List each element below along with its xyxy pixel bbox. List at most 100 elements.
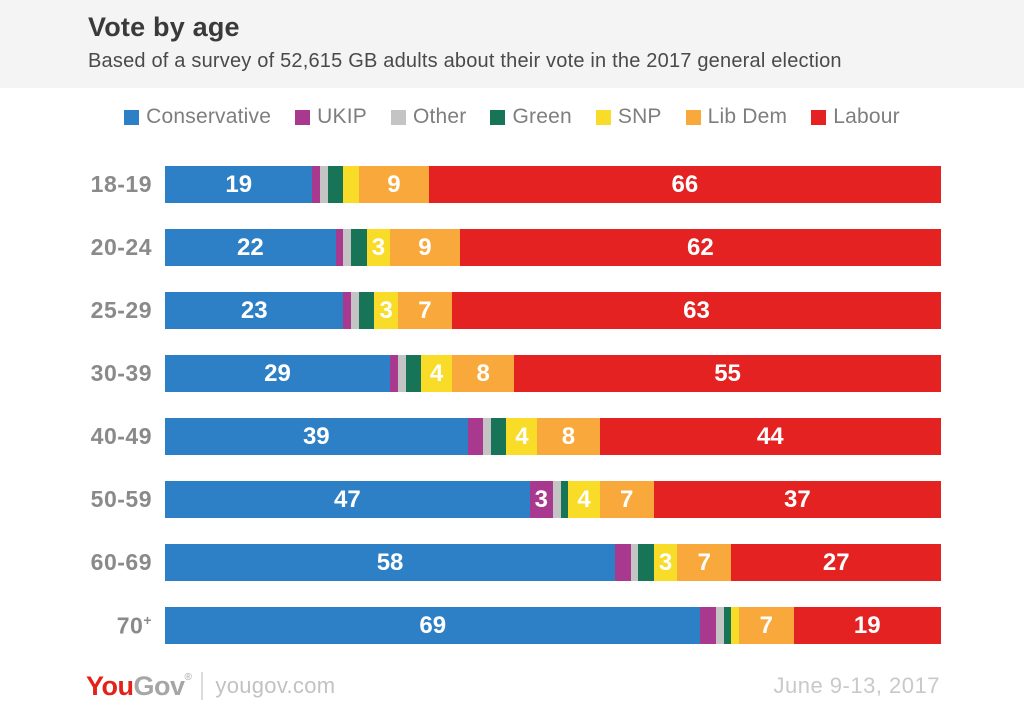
- bar-segment-labour: 37: [653, 481, 941, 518]
- bar-row-18-19: 18-19 19 9 66: [0, 166, 1024, 203]
- bar-segment-conservative: 47: [165, 481, 530, 518]
- bar-segment-lib-dem: 7: [677, 544, 732, 581]
- bar-segment-ukip: 3: [529, 481, 553, 518]
- yougov-logo: YouGov®: [86, 670, 192, 701]
- bar-segment-labour: 27: [731, 544, 941, 581]
- legend-label-ukip: UKIP: [317, 105, 367, 128]
- bar-segment-lib-dem: 7: [397, 292, 453, 329]
- bar-segment-ukip: [343, 292, 352, 329]
- bar-segment-conservative: 39: [165, 418, 468, 455]
- legend-item-snp: SNP: [595, 105, 662, 129]
- bar-segment-other: [483, 418, 491, 455]
- age-group-label: 40-49: [90, 423, 152, 449]
- legend-item-green: Green: [490, 105, 572, 129]
- bar-segment-snp: 3: [366, 229, 390, 266]
- bar-segment-green: [560, 481, 569, 518]
- bar-segment-labour: 62: [459, 229, 941, 266]
- legend-swatch-green: [490, 109, 506, 125]
- chart-title: Vote by age: [88, 12, 240, 42]
- bar-segment-lib-dem: 9: [390, 229, 460, 266]
- bar-segment-labour: 19: [793, 607, 941, 644]
- bar-segment-lib-dem: 8: [537, 418, 600, 455]
- legend-swatch-ukip: [295, 109, 311, 125]
- legend-item-conservative: Conservative: [124, 105, 271, 129]
- legend-label-snp: SNP: [617, 105, 662, 128]
- bar-segment-green: [351, 229, 367, 266]
- yougov-url: yougov.com: [215, 673, 336, 698]
- yougov-brand: YouGov® yougov.com: [86, 672, 335, 700]
- stacked-bar: 19 9 66: [165, 166, 941, 203]
- age-group-label: 30-39: [90, 360, 152, 386]
- legend-swatch-lib-dem: [685, 109, 701, 125]
- legend-item-lib-dem: Lib Dem: [685, 105, 788, 129]
- bar-segment-snp: [731, 607, 740, 644]
- bar-segment-green: [723, 607, 732, 644]
- bar-segment-ukip: [700, 607, 716, 644]
- bar-segment-ukip: [467, 418, 484, 455]
- legend-item-labour: Labour: [811, 105, 900, 129]
- bar-segment-snp: 4: [506, 418, 538, 455]
- bar-segment-green: [490, 418, 507, 455]
- stacked-bar: 23 3 7 63: [165, 292, 941, 329]
- bar-row-40-49: 40-49 39 4 8 44: [0, 418, 1024, 455]
- bar-segment-labour: 63: [452, 292, 941, 329]
- legend-label-green: Green: [512, 105, 572, 128]
- bar-segment-conservative: 29: [165, 355, 391, 392]
- bar-segment-labour: 66: [428, 166, 941, 203]
- bar-segment-snp: 4: [421, 355, 453, 392]
- legend-swatch-conservative: [124, 109, 140, 125]
- legend-label-labour: Labour: [833, 105, 900, 128]
- stacked-bar: 22 3 9 62: [165, 229, 941, 266]
- age-group-label: 25-29: [90, 297, 152, 323]
- bar-segment-other: [351, 292, 359, 329]
- bar-row-30-39: 30-39 29 4 8 55: [0, 355, 1024, 392]
- bar-segment-snp: 3: [653, 544, 678, 581]
- bar-segment-other: [630, 544, 639, 581]
- bar-segment-snp: [343, 166, 359, 203]
- logo-you: You: [86, 670, 134, 701]
- bar-segment-other: [320, 166, 328, 203]
- stacked-bar: 47 3 4 7 37: [165, 481, 941, 518]
- bar-row-60-69: 60-69 58 3 7 27: [0, 544, 1024, 581]
- bar-segment-lib-dem: 7: [739, 607, 794, 644]
- age-group-label: 20-24: [90, 234, 152, 260]
- bar-row-70plus: 70+ 69 7 19: [0, 607, 1024, 644]
- stacked-bar: 69 7 19: [165, 607, 941, 644]
- bar-segment-snp: 3: [374, 292, 398, 329]
- stacked-bar-chart: 18-19 19 9 66 20-24 22 3 9 62 25-29 23 3 7 63 30-39 29 4…: [0, 166, 1024, 644]
- bar-segment-lib-dem: 8: [452, 355, 515, 392]
- chart-subtitle: Based of a survey of 52,615 GB adults ab…: [88, 50, 842, 72]
- bar-segment-ukip: [335, 229, 344, 266]
- bar-segment-conservative: 19: [165, 166, 313, 203]
- bar-segment-conservative: 58: [165, 544, 616, 581]
- header: Vote by age Based of a survey of 52,615 …: [0, 0, 1024, 88]
- bar-segment-other: [552, 481, 561, 518]
- legend-item-ukip: UKIP: [295, 105, 367, 129]
- stacked-bar: 39 4 8 44: [165, 418, 941, 455]
- bar-segment-other: [343, 229, 352, 266]
- bar-segment-green: [358, 292, 375, 329]
- stacked-bar: 58 3 7 27: [165, 544, 941, 581]
- bar-segment-green: [405, 355, 422, 392]
- logo-gov: Gov: [133, 670, 186, 701]
- bar-row-20-24: 20-24 22 3 9 62: [0, 229, 1024, 266]
- bar-segment-green: [327, 166, 344, 203]
- bar-segment-green: [638, 544, 654, 581]
- bar-segment-labour: 55: [514, 355, 941, 392]
- legend-swatch-labour: [811, 109, 827, 125]
- age-group-label: 60-69: [90, 549, 152, 575]
- age-group-label: 50-59: [90, 486, 152, 512]
- age-group-label: 70+: [116, 611, 152, 639]
- survey-date-range: June 9-13, 2017: [773, 673, 940, 698]
- footer: YouGov® yougov.com June 9-13, 2017: [0, 665, 1024, 707]
- age-group-label: 18-19: [90, 171, 152, 197]
- bar-segment-snp: 4: [568, 481, 600, 518]
- footer-divider: [201, 672, 204, 700]
- bar-row-50-59: 50-59 47 3 4 7 37: [0, 481, 1024, 518]
- registered-mark: ®: [184, 671, 192, 683]
- bar-segment-lib-dem: 7: [599, 481, 654, 518]
- bar-segment-conservative: 69: [165, 607, 701, 644]
- legend-label-conservative: Conservative: [146, 105, 272, 128]
- bar-segment-conservative: 22: [165, 229, 336, 266]
